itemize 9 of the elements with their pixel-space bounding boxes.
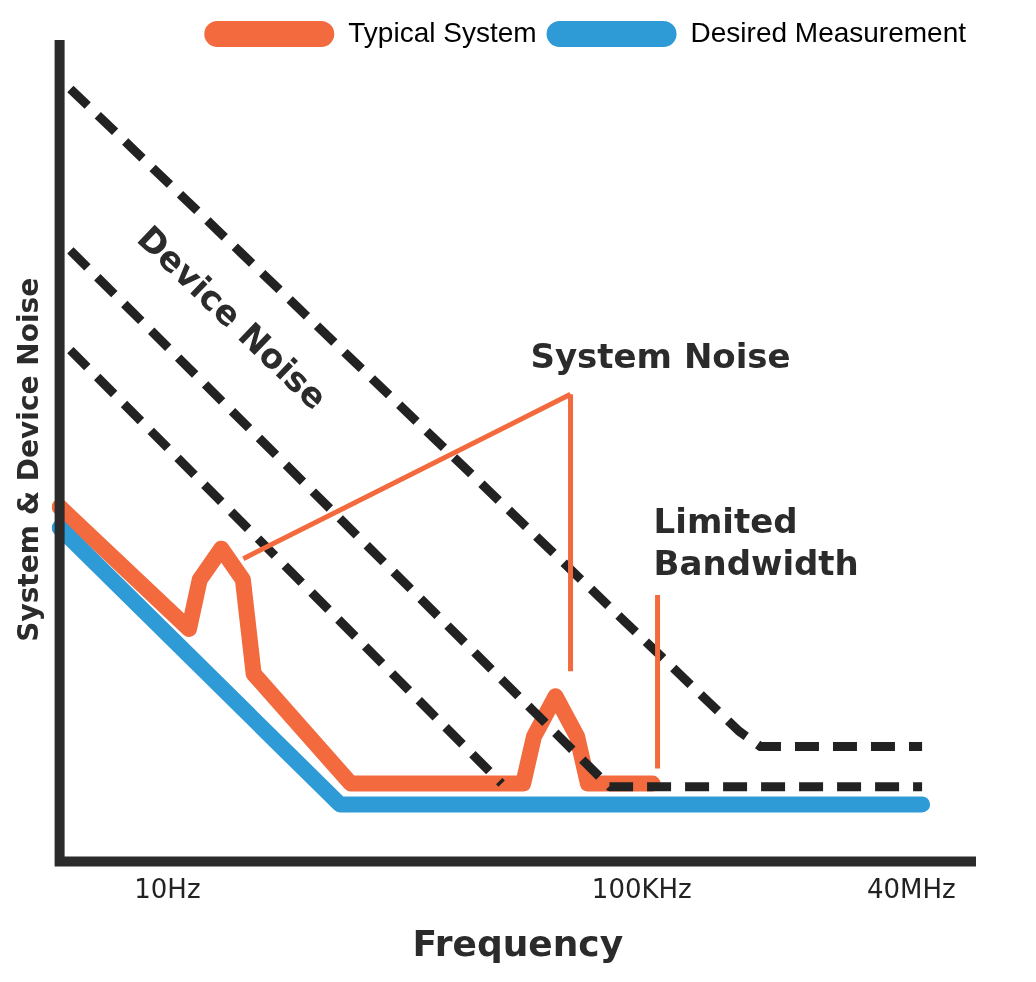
legend-label: Typical System (348, 16, 537, 48)
x-tick-label: 100KHz (591, 873, 692, 904)
x-tick-label: 40MHz (866, 873, 956, 904)
legend-label: Desired Measurement (690, 16, 967, 48)
annotation: Limited Bandwidth (653, 501, 859, 584)
x-axis-title: Frequency (412, 922, 624, 964)
x-tick-label: 10Hz (134, 873, 201, 904)
y-axis-title: System & Device Noise (12, 277, 46, 642)
annotation: System Noise (530, 336, 791, 377)
